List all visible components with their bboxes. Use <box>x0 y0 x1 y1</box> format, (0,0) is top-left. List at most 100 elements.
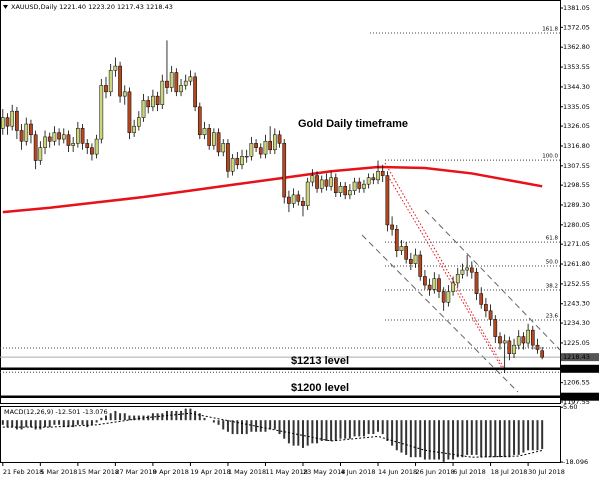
x-tick-label: 6 Jul 2018 <box>453 468 486 476</box>
macd-bar <box>381 420 384 435</box>
candle-body <box>76 128 80 144</box>
macd-bar <box>104 415 107 421</box>
fib-label: 61.8 <box>546 236 559 242</box>
macd-bar <box>358 420 361 437</box>
macd-label: MACD(12,26,9) -12.501 -13.076 <box>4 408 108 416</box>
candle-body <box>174 72 179 93</box>
macd-bar <box>428 420 431 460</box>
candle-body <box>108 70 113 93</box>
candle-body <box>507 340 512 355</box>
macd-bar <box>184 408 187 421</box>
candle-body <box>348 190 352 196</box>
x-tick-label: 19 Apr 2018 <box>190 468 230 476</box>
candle-body <box>455 274 460 284</box>
macd-bar <box>419 420 422 458</box>
macd-bar <box>498 420 501 458</box>
candle-body <box>202 128 207 136</box>
candle-body <box>122 91 127 97</box>
candle-body <box>132 125 136 133</box>
macd-bar <box>325 420 328 442</box>
macd-bar <box>11 420 14 428</box>
macd-bar <box>114 410 117 421</box>
candle-body <box>301 201 305 206</box>
macd-bar <box>344 420 347 439</box>
candle-body <box>362 183 366 189</box>
macd-bar <box>367 420 370 435</box>
macd-bar <box>156 413 159 421</box>
candle-body <box>118 65 122 97</box>
macd-bar <box>212 420 215 423</box>
candle-body <box>427 284 432 290</box>
macd-bar <box>433 420 436 460</box>
candle-body <box>197 106 202 136</box>
candle-body <box>526 329 530 344</box>
y-tick-label: 1243.30 <box>563 300 590 308</box>
fib-label: 161.8 <box>542 27 558 33</box>
y-tick-label: 1197.55 <box>563 398 590 406</box>
y-tick-label: 1381.05 <box>563 4 590 12</box>
candle-body <box>99 85 104 140</box>
candle-body <box>319 179 324 189</box>
macd-bar <box>53 420 56 425</box>
candle-body <box>376 171 380 181</box>
macd-bar <box>62 420 65 428</box>
candle-body <box>291 194 296 204</box>
candle-body <box>24 123 29 142</box>
macd-bar <box>180 410 183 421</box>
y-tick-label: 1225.05 <box>563 339 590 347</box>
macd-bar <box>39 420 42 430</box>
candle-body <box>324 179 329 187</box>
x-tick-label: 1 May 2018 <box>228 468 266 476</box>
candle-body <box>409 259 413 264</box>
y-tick-label: 1298.55 <box>563 181 590 189</box>
macd-bar <box>161 413 164 421</box>
y-tick-label: 1362.80 <box>563 43 590 51</box>
candle-body <box>15 110 19 131</box>
moving-average <box>2 165 543 214</box>
level-box <box>561 364 599 373</box>
candle-body <box>390 224 394 230</box>
macd-bar <box>536 420 539 451</box>
x-tick-label: 21 Feb 2018 <box>3 468 43 476</box>
channel <box>361 209 561 393</box>
candle-body <box>296 194 301 202</box>
macd-bar <box>250 420 253 432</box>
macd-bar <box>306 420 309 446</box>
candle-body <box>371 177 376 181</box>
candle-body <box>338 186 343 193</box>
x-tick-label: 23 May 2018 <box>303 468 345 476</box>
macd-bar <box>330 420 333 442</box>
candle-body <box>277 134 282 144</box>
candle-body <box>469 267 474 273</box>
macd-bar <box>236 420 239 435</box>
candle-body <box>104 85 108 93</box>
candle-body <box>287 196 291 204</box>
candle-body <box>33 134 38 161</box>
candle-body <box>465 267 469 271</box>
macd-bar <box>44 420 47 428</box>
macd-bar <box>72 420 75 428</box>
annotation: Gold Daily timeframe <box>298 118 408 130</box>
macd-bar <box>283 420 286 439</box>
candle-body <box>113 65 118 71</box>
y-tick-label: 1344.30 <box>563 83 590 91</box>
macd-bar <box>447 420 450 460</box>
candle-body <box>57 132 61 140</box>
macd-bar <box>222 420 225 430</box>
macd-bar <box>541 420 544 450</box>
fib-trend <box>384 162 506 371</box>
candle-body <box>282 143 287 198</box>
candle-body <box>216 132 221 153</box>
y-tick-label: 1252.55 <box>563 280 590 288</box>
macd-bar <box>95 420 98 423</box>
x-tick-label: 11 May 2018 <box>265 468 307 476</box>
candle-body <box>272 134 277 151</box>
y-tick-label: 1335.05 <box>563 103 590 111</box>
x-tick-label: 5 Mar 2018 <box>40 468 77 476</box>
current-price-label: 1218.43 <box>563 353 590 361</box>
macd-bar <box>241 420 244 435</box>
y-tick-label: 1289.30 <box>563 201 590 209</box>
x-tick-label: 26 Jun 2018 <box>416 468 455 476</box>
candle-body <box>193 76 197 108</box>
macd-bar <box>151 413 154 421</box>
